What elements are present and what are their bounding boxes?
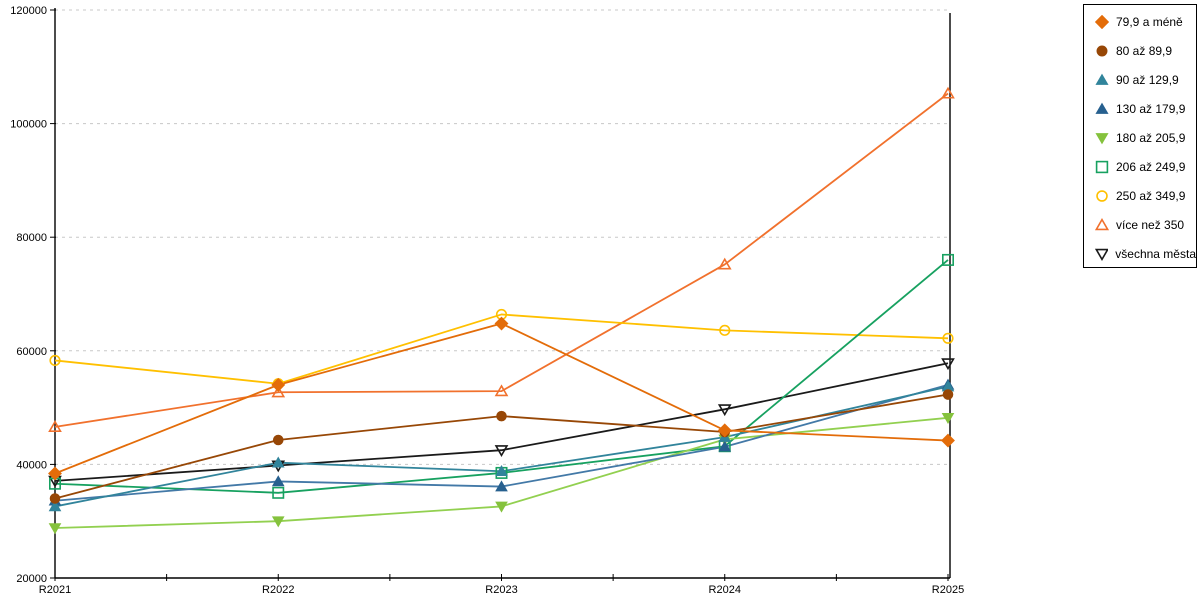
series-line: [54, 313, 949, 385]
legend-label: 79,9 a méně: [1116, 14, 1183, 29]
y-axis-tick-label: 100000: [10, 119, 47, 131]
x-axis-tick-label: R2023: [485, 584, 517, 596]
legend-label: 130 až 179,9: [1116, 101, 1186, 116]
legend-item-1: 80 až 89,9: [1084, 36, 1196, 65]
diamond-legend-marker-icon: [1095, 14, 1109, 29]
square-marker-icon: [941, 253, 954, 266]
legend-item-6: 250 až 349,9: [1084, 181, 1196, 210]
triangle-up-legend-marker-icon: [1095, 73, 1109, 85]
circle-marker-icon: [49, 354, 61, 367]
triangle-down-marker-icon: [495, 501, 508, 513]
x-axis-tick-label: R2025: [932, 584, 964, 596]
triangle-down-legend-marker-icon: [1095, 248, 1109, 261]
series-markers: [48, 86, 955, 535]
triangle-down-marker-icon: [48, 523, 62, 535]
circle-marker-icon: [272, 434, 284, 446]
triangle-up-marker-icon: [48, 500, 62, 512]
square-legend-marker-icon: [1095, 160, 1109, 173]
triangle-up-marker-icon: [718, 440, 732, 452]
triangle-down-marker-icon: [717, 404, 732, 417]
series-line: [54, 92, 949, 428]
legend-label: 206 až 249,9: [1116, 159, 1186, 174]
triangle-up-marker-icon: [1095, 73, 1109, 85]
legend-item-5: 206 až 249,9: [1084, 152, 1196, 181]
circle-marker-icon: [496, 410, 507, 422]
legend-item-8: všechna města: [1084, 239, 1196, 268]
circle-marker-icon: [942, 332, 954, 344]
triangle-up-marker-icon: [941, 86, 955, 99]
legend-item-4: 180 až 205,9: [1084, 123, 1196, 152]
circle-marker-icon: [1096, 189, 1108, 202]
y-axis-tick-label: 60000: [16, 346, 47, 358]
diamond-marker-icon: [271, 377, 286, 392]
chart-legend: 79,9 a méně 80 až 89,9 90 až 129,9 130 až 1…: [1083, 4, 1197, 268]
triangle-down-marker-icon: [1095, 132, 1109, 144]
triangle-down-marker-icon: [494, 445, 509, 458]
y-axis-tick-label: 40000: [16, 459, 47, 471]
legend-label: 250 až 349,9: [1116, 188, 1186, 203]
triangle-up-marker-icon: [717, 257, 732, 270]
triangle-up-marker-icon: [1095, 217, 1109, 230]
legend-label: 180 až 205,9: [1116, 130, 1186, 145]
triangle-down-marker-icon: [1095, 248, 1109, 261]
square-marker-icon: [1095, 160, 1109, 173]
triangle-up-legend-marker-icon: [1095, 102, 1109, 114]
legend-label: všechna města: [1115, 246, 1196, 261]
circle-legend-marker-icon: [1096, 189, 1108, 202]
triangle-up-marker-icon: [495, 465, 508, 476]
circle-marker-icon: [942, 389, 954, 400]
series-line: [54, 362, 949, 482]
legend-item-2: 90 až 129,9: [1084, 65, 1196, 94]
legend-item-7: více než 350: [1084, 210, 1196, 239]
diamond-marker-icon: [1095, 14, 1109, 29]
y-axis-tick-label: 20000: [16, 573, 47, 585]
legend-label: 90 až 129,9: [1116, 72, 1179, 87]
triangle-up-marker-icon: [48, 420, 62, 432]
x-axis-tick-label: R2021: [39, 584, 71, 596]
circle-marker-icon: [719, 324, 731, 336]
triangle-down-marker-icon: [271, 516, 285, 528]
legend-item-0: 79,9 a méně: [1084, 7, 1196, 36]
triangle-down-marker-icon: [941, 413, 955, 425]
diamond-marker-icon: [48, 466, 62, 481]
square-marker-icon: [272, 486, 285, 499]
triangle-down-legend-marker-icon: [1095, 132, 1109, 144]
y-axis-tick-label: 80000: [16, 232, 47, 244]
series-lines: [54, 92, 949, 529]
legend-label: 80 až 89,9: [1116, 43, 1173, 58]
triangle-up-marker-icon: [494, 384, 509, 397]
triangle-up-marker-icon: [1095, 102, 1109, 114]
triangle-down-marker-icon: [941, 358, 955, 371]
diamond-marker-icon: [717, 423, 732, 438]
y-axis-tick-label: 120000: [10, 5, 47, 17]
triangle-up-marker-icon: [271, 475, 285, 487]
series-line: [54, 259, 949, 494]
triangle-up-marker-icon: [271, 385, 286, 398]
x-axis-tick-label: R2024: [709, 584, 741, 596]
circle-legend-marker-icon: [1096, 45, 1108, 56]
legend-label: více než 350: [1116, 217, 1185, 232]
triangle-up-legend-marker-icon: [1095, 217, 1109, 230]
x-axis-tick-label: R2022: [262, 584, 294, 596]
triangle-up-marker-icon: [271, 456, 285, 468]
circle-marker-icon: [49, 493, 61, 504]
diamond-marker-icon: [941, 433, 955, 448]
triangle-up-marker-icon: [495, 480, 508, 492]
legend-item-3: 130 až 179,9: [1084, 94, 1196, 123]
circle-marker-icon: [1096, 45, 1108, 56]
diamond-marker-icon: [494, 316, 509, 331]
